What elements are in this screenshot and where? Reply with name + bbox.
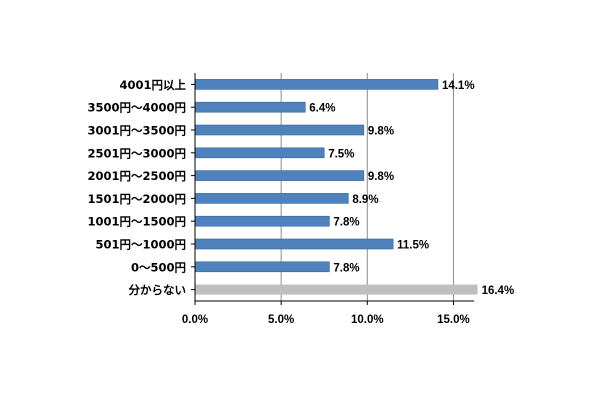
bar bbox=[195, 284, 478, 295]
value-label: 7.8% bbox=[333, 217, 359, 229]
value-label: 6.4% bbox=[309, 103, 335, 115]
x-tick-label: 10.0% bbox=[351, 314, 384, 326]
bar bbox=[194, 101, 306, 113]
x-tick-label: 5.0% bbox=[268, 314, 294, 326]
category-label: 分からない bbox=[129, 283, 187, 297]
bar bbox=[194, 238, 394, 250]
bar bbox=[194, 261, 330, 273]
category-label: 0～500円 bbox=[131, 260, 186, 274]
bar bbox=[194, 79, 439, 90]
category-label: 3500円～4000円 bbox=[87, 101, 186, 115]
bar bbox=[194, 215, 330, 227]
value-label: 14.1% bbox=[442, 80, 475, 92]
category-label: 3001円～3500円 bbox=[87, 124, 186, 138]
value-label: 9.8% bbox=[368, 126, 394, 138]
x-tick-label: 0.0% bbox=[182, 314, 208, 326]
value-label: 11.5% bbox=[397, 240, 429, 252]
bar bbox=[194, 147, 325, 159]
bar bbox=[194, 124, 365, 136]
category-label: 2501円～3000円 bbox=[87, 146, 186, 160]
value-label: 16.4% bbox=[482, 285, 515, 297]
value-label: 9.8% bbox=[368, 171, 394, 183]
x-tick-label: 15.0% bbox=[437, 314, 470, 326]
bar bbox=[194, 193, 349, 204]
category-label: 4001円以上 bbox=[119, 78, 186, 92]
value-label: 7.5% bbox=[328, 148, 354, 160]
category-label: 501円～1000円 bbox=[95, 238, 186, 252]
value-label: 7.8% bbox=[333, 262, 359, 274]
category-label: 2001円～2500円 bbox=[87, 169, 186, 183]
bar bbox=[194, 170, 365, 181]
category-label: 1001円～1500円 bbox=[87, 215, 186, 229]
category-label: 1501円～2000円 bbox=[87, 192, 186, 206]
value-label: 8.9% bbox=[352, 194, 378, 206]
